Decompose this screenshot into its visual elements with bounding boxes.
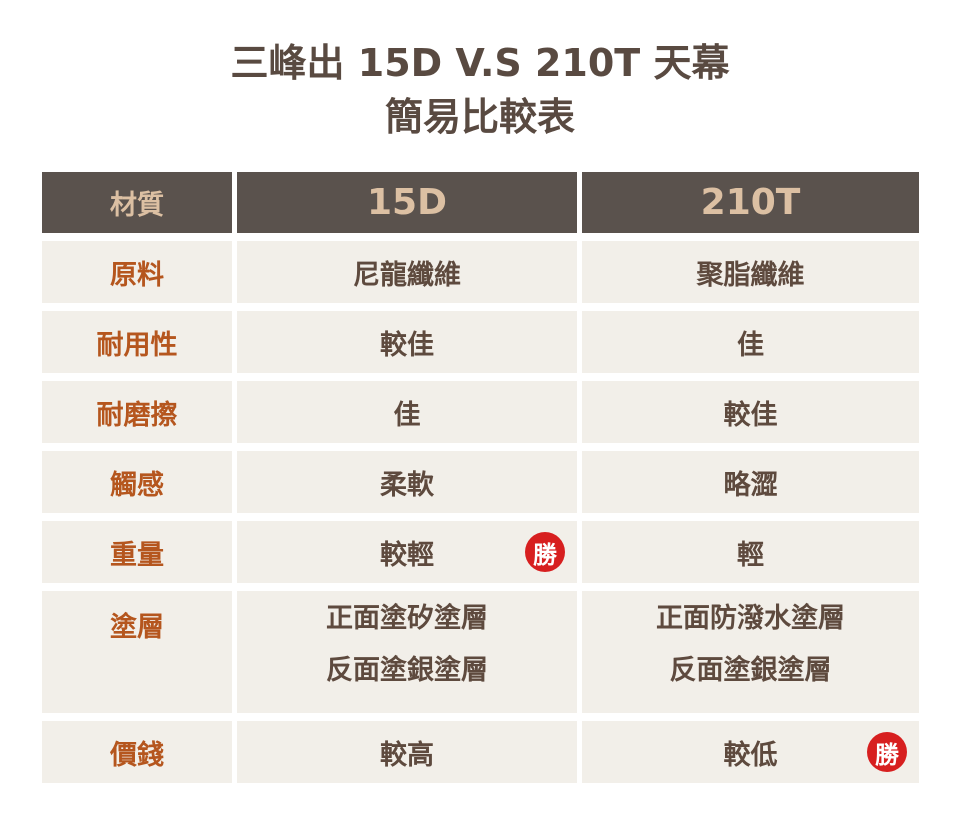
cell-text: 較佳 — [723, 399, 778, 431]
row-label-text: 觸感 — [110, 469, 164, 501]
header-material: 材質 — [42, 172, 232, 233]
cell-15d: 較輕 勝 — [237, 521, 577, 583]
cell-text: 正面防潑水塗層 — [656, 603, 845, 634]
cell-text: 正面塗矽塗層 — [326, 603, 488, 634]
cell-text: 柔軟 — [380, 469, 434, 501]
row-label: 塗層 — [42, 591, 232, 713]
winner-badge: 勝 — [525, 532, 565, 572]
cell-15d: 正面塗矽塗層 反面塗銀塗層 — [237, 591, 577, 713]
winner-badge: 勝 — [867, 732, 907, 772]
row-label: 價錢 — [42, 721, 232, 783]
page-subtitle: 簡易比較表 — [384, 95, 575, 139]
cell-210t: 輕 — [582, 521, 919, 583]
row-label-text: 塗層 — [110, 612, 164, 643]
row-label: 重量 — [42, 521, 232, 583]
cell-text: 反面塗銀塗層 — [326, 655, 488, 686]
cell-text: 尼龍纖維 — [353, 259, 461, 291]
row-label: 原料 — [42, 241, 232, 303]
cell-210t: 較低 勝 — [582, 721, 919, 783]
cell-text: 略澀 — [723, 469, 778, 501]
cell-text: 聚脂纖維 — [696, 259, 805, 291]
cell-210t: 略澀 — [582, 451, 919, 513]
row-label-text: 耐用性 — [96, 329, 178, 361]
cell-210t: 佳 — [582, 311, 919, 373]
row-label: 觸感 — [42, 451, 232, 513]
cell-text: 佳 — [393, 399, 421, 431]
cell-text: 較佳 — [380, 329, 434, 361]
comparison-table: 材質 15D 210T 原料 尼龍纖維 聚脂纖維 耐用性 較佳佳耐磨擦佳較佳 觸感 柔軟 略澀… — [42, 172, 919, 791]
cell-text: 輕 — [737, 539, 764, 571]
cell-210t: 較佳 — [582, 381, 919, 443]
row-label-text: 耐磨擦 — [96, 399, 178, 431]
row-label-text: 價錢 — [110, 739, 164, 771]
cell-210t: 聚脂纖維 — [582, 241, 919, 303]
cell-text: 反面塗銀塗層 — [669, 655, 832, 686]
cell-15d: 尼龍纖維 — [237, 241, 577, 303]
cell-15d: 佳 — [237, 381, 577, 443]
cell-15d: 柔軟 — [237, 451, 577, 513]
row-label-text: 原料 — [110, 259, 164, 291]
cell-text: 佳 — [737, 329, 764, 361]
header-15d: 15D — [237, 172, 577, 233]
page-title: 三峰出 15D V.S 210T 天幕 — [230, 41, 730, 85]
row-label: 耐用性 — [42, 311, 232, 373]
cell-text: 較輕 — [380, 539, 434, 571]
cell-15d: 較高 — [237, 721, 577, 783]
cell-text: 較低 — [723, 739, 778, 771]
header-210t: 210T — [582, 172, 919, 233]
cell-15d: 較佳 — [237, 311, 577, 373]
cell-text: 較高 — [380, 739, 434, 771]
row-label: 耐磨擦 — [42, 381, 232, 443]
cell-210t: 正面防潑水塗層 反面塗銀塗層 — [582, 591, 919, 713]
row-label-text: 重量 — [110, 539, 164, 571]
